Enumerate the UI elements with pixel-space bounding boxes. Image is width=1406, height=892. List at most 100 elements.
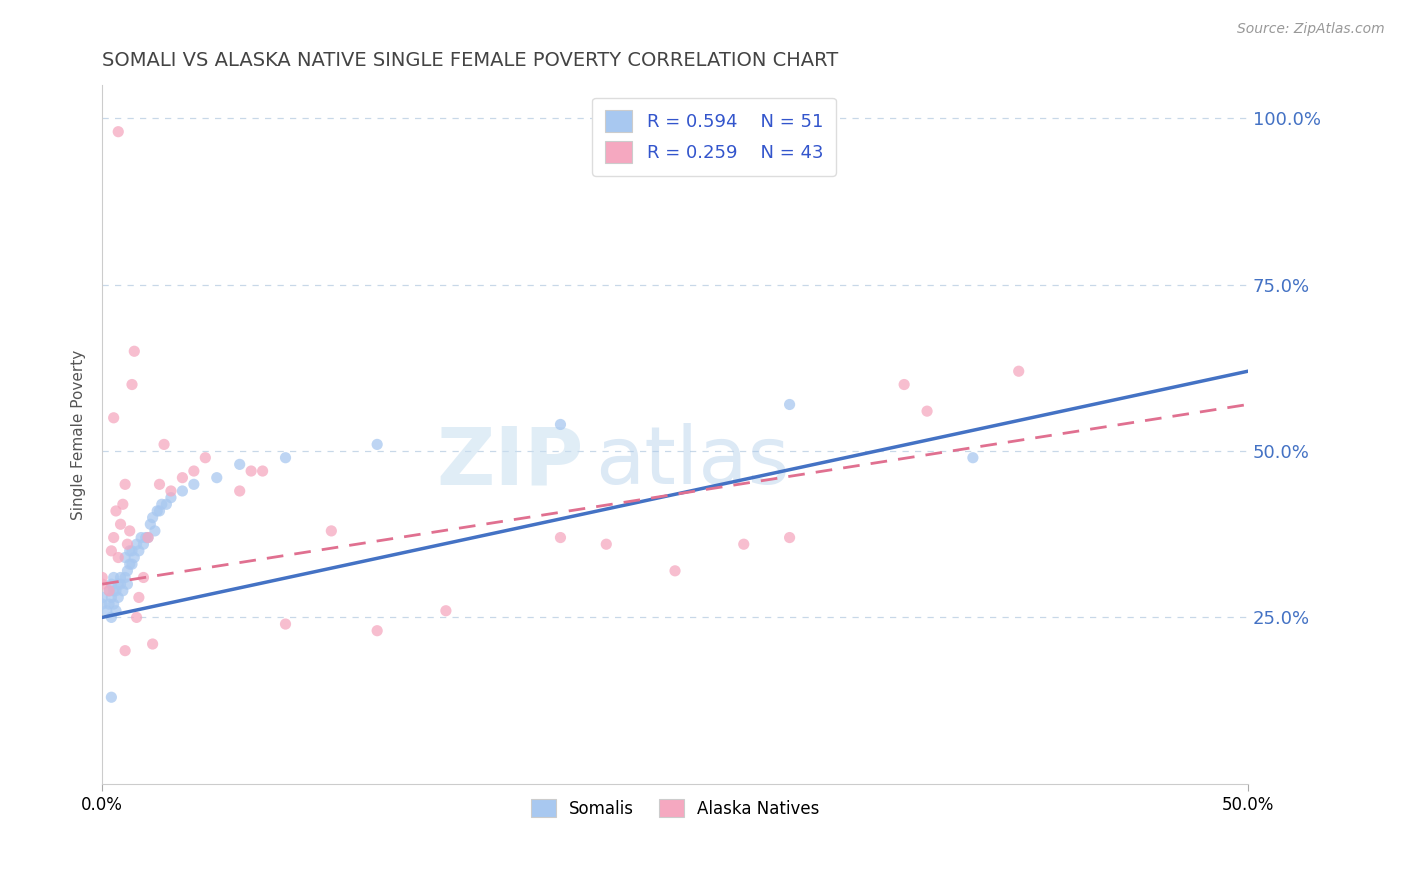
Point — [114, 570, 136, 584]
Point — [160, 483, 183, 498]
Point — [595, 537, 617, 551]
Point — [148, 504, 170, 518]
Point — [128, 591, 150, 605]
Point — [98, 583, 121, 598]
Point — [136, 531, 159, 545]
Point — [91, 577, 114, 591]
Point — [121, 377, 143, 392]
Point — [110, 517, 132, 532]
Point — [228, 483, 250, 498]
Point — [103, 570, 125, 584]
Text: Source: ZipAtlas.com: Source: ZipAtlas.com — [1237, 22, 1385, 37]
Point — [117, 537, 139, 551]
Point — [103, 583, 125, 598]
Point — [664, 564, 686, 578]
Point — [779, 397, 801, 411]
Point — [155, 497, 177, 511]
Y-axis label: Single Female Poverty: Single Female Poverty — [72, 350, 86, 519]
Point — [107, 577, 129, 591]
Text: SOMALI VS ALASKA NATIVE SINGLE FEMALE POVERTY CORRELATION CHART: SOMALI VS ALASKA NATIVE SINGLE FEMALE PO… — [103, 51, 838, 70]
Point — [121, 557, 143, 571]
Point — [118, 524, 141, 538]
Point — [779, 531, 801, 545]
Point — [107, 125, 129, 139]
Point — [91, 570, 114, 584]
Point — [98, 583, 121, 598]
Point — [228, 458, 250, 472]
Point — [205, 471, 228, 485]
Point — [274, 450, 297, 465]
Point — [100, 610, 122, 624]
Point — [274, 617, 297, 632]
Point — [100, 690, 122, 705]
Point — [132, 570, 155, 584]
Point — [100, 577, 122, 591]
Text: atlas: atlas — [595, 424, 789, 501]
Point — [114, 643, 136, 657]
Point — [103, 531, 125, 545]
Point — [194, 450, 217, 465]
Point — [160, 491, 183, 505]
Point — [252, 464, 274, 478]
Point — [124, 344, 146, 359]
Point — [125, 610, 148, 624]
Point — [135, 531, 157, 545]
Point — [103, 410, 125, 425]
Point — [111, 497, 134, 511]
Point — [128, 544, 150, 558]
Point — [110, 570, 132, 584]
Point — [550, 531, 572, 545]
Point — [91, 591, 114, 605]
Point — [139, 517, 162, 532]
Point — [117, 577, 139, 591]
Point — [104, 604, 127, 618]
Point — [962, 450, 984, 465]
Point — [129, 531, 152, 545]
Point — [321, 524, 343, 538]
Point — [103, 597, 125, 611]
Point — [146, 504, 169, 518]
Point — [142, 510, 165, 524]
Point — [104, 583, 127, 598]
Point — [136, 531, 159, 545]
Point — [183, 477, 205, 491]
Point — [893, 377, 915, 392]
Point — [150, 497, 173, 511]
Point — [110, 577, 132, 591]
Point — [107, 591, 129, 605]
Point — [142, 637, 165, 651]
Point — [91, 597, 114, 611]
Point — [118, 557, 141, 571]
Point — [366, 624, 388, 638]
Point — [118, 544, 141, 558]
Point — [172, 471, 194, 485]
Point — [114, 477, 136, 491]
Text: ZIP: ZIP — [436, 424, 583, 501]
Point — [96, 604, 118, 618]
Point — [100, 544, 122, 558]
Point — [117, 564, 139, 578]
Point — [733, 537, 755, 551]
Point — [240, 464, 263, 478]
Point — [183, 464, 205, 478]
Point — [172, 483, 194, 498]
Point — [915, 404, 938, 418]
Point — [148, 477, 170, 491]
Point — [114, 550, 136, 565]
Point — [434, 604, 457, 618]
Point — [1008, 364, 1031, 378]
Point — [98, 597, 121, 611]
Point — [111, 583, 134, 598]
Point — [124, 550, 146, 565]
Point — [143, 524, 166, 538]
Point — [366, 437, 388, 451]
Point — [550, 417, 572, 432]
Point — [132, 537, 155, 551]
Point — [100, 591, 122, 605]
Point — [104, 504, 127, 518]
Point — [153, 437, 176, 451]
Point — [107, 550, 129, 565]
Point — [121, 544, 143, 558]
Point — [125, 537, 148, 551]
Legend: Somalis, Alaska Natives: Somalis, Alaska Natives — [524, 793, 827, 824]
